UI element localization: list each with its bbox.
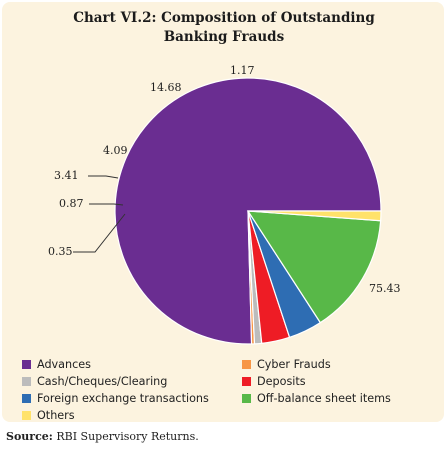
legend-swatch <box>242 376 251 386</box>
legend-label: Advances <box>37 357 91 371</box>
leader-line <box>88 175 119 179</box>
data-label: 14.68 <box>150 81 182 94</box>
legend-item: Off-balance sheet items <box>242 390 432 406</box>
source-label: Source: <box>6 430 53 443</box>
data-label: 1.17 <box>230 64 255 77</box>
legend-label: Others <box>37 408 75 422</box>
data-label: 0.35 <box>48 245 73 258</box>
pie-slice-off-balance-sheet-items <box>246 210 382 324</box>
pie-slice-others <box>247 210 382 222</box>
chart-legend: Advances Cyber Frauds Cash/Cheques/Clearin… <box>22 356 432 423</box>
legend-swatch <box>22 359 31 369</box>
source-text: RBI Supervisory Returns. <box>52 430 199 443</box>
legend-label: Deposits <box>257 374 306 388</box>
data-label: 3.41 <box>54 169 79 182</box>
legend-label: Foreign exchange transactions <box>37 391 209 405</box>
source-note: Source: RBI Supervisory Returns. <box>6 430 199 443</box>
chart-title-line-2: Banking Frauds <box>163 29 285 45</box>
data-label: 4.09 <box>103 144 128 157</box>
legend-label: Cash/Cheques/Clearing <box>37 374 168 388</box>
legend-swatch <box>242 393 251 403</box>
data-label: 75.43 <box>369 282 401 295</box>
legend-label: Off-balance sheet items <box>257 391 391 405</box>
legend-label: Cyber Frauds <box>257 357 331 371</box>
chart-title-line-1: Chart VI.2: Composition of Outstanding <box>73 10 375 26</box>
legend-item: Cash/Cheques/Clearing <box>22 373 242 389</box>
legend-item: Others <box>22 407 242 423</box>
legend-item: Deposits <box>242 373 432 389</box>
legend-swatch <box>242 359 251 369</box>
legend-item: Cyber Frauds <box>242 356 432 372</box>
legend-swatch <box>22 376 31 386</box>
legend-item: Foreign exchange transactions <box>22 390 242 406</box>
leader-line <box>89 203 124 206</box>
legend-swatch <box>22 393 31 403</box>
data-label: 0.87 <box>59 197 84 210</box>
leader-line <box>73 213 126 253</box>
legend-item: Advances <box>22 356 242 372</box>
legend-swatch <box>22 410 31 420</box>
